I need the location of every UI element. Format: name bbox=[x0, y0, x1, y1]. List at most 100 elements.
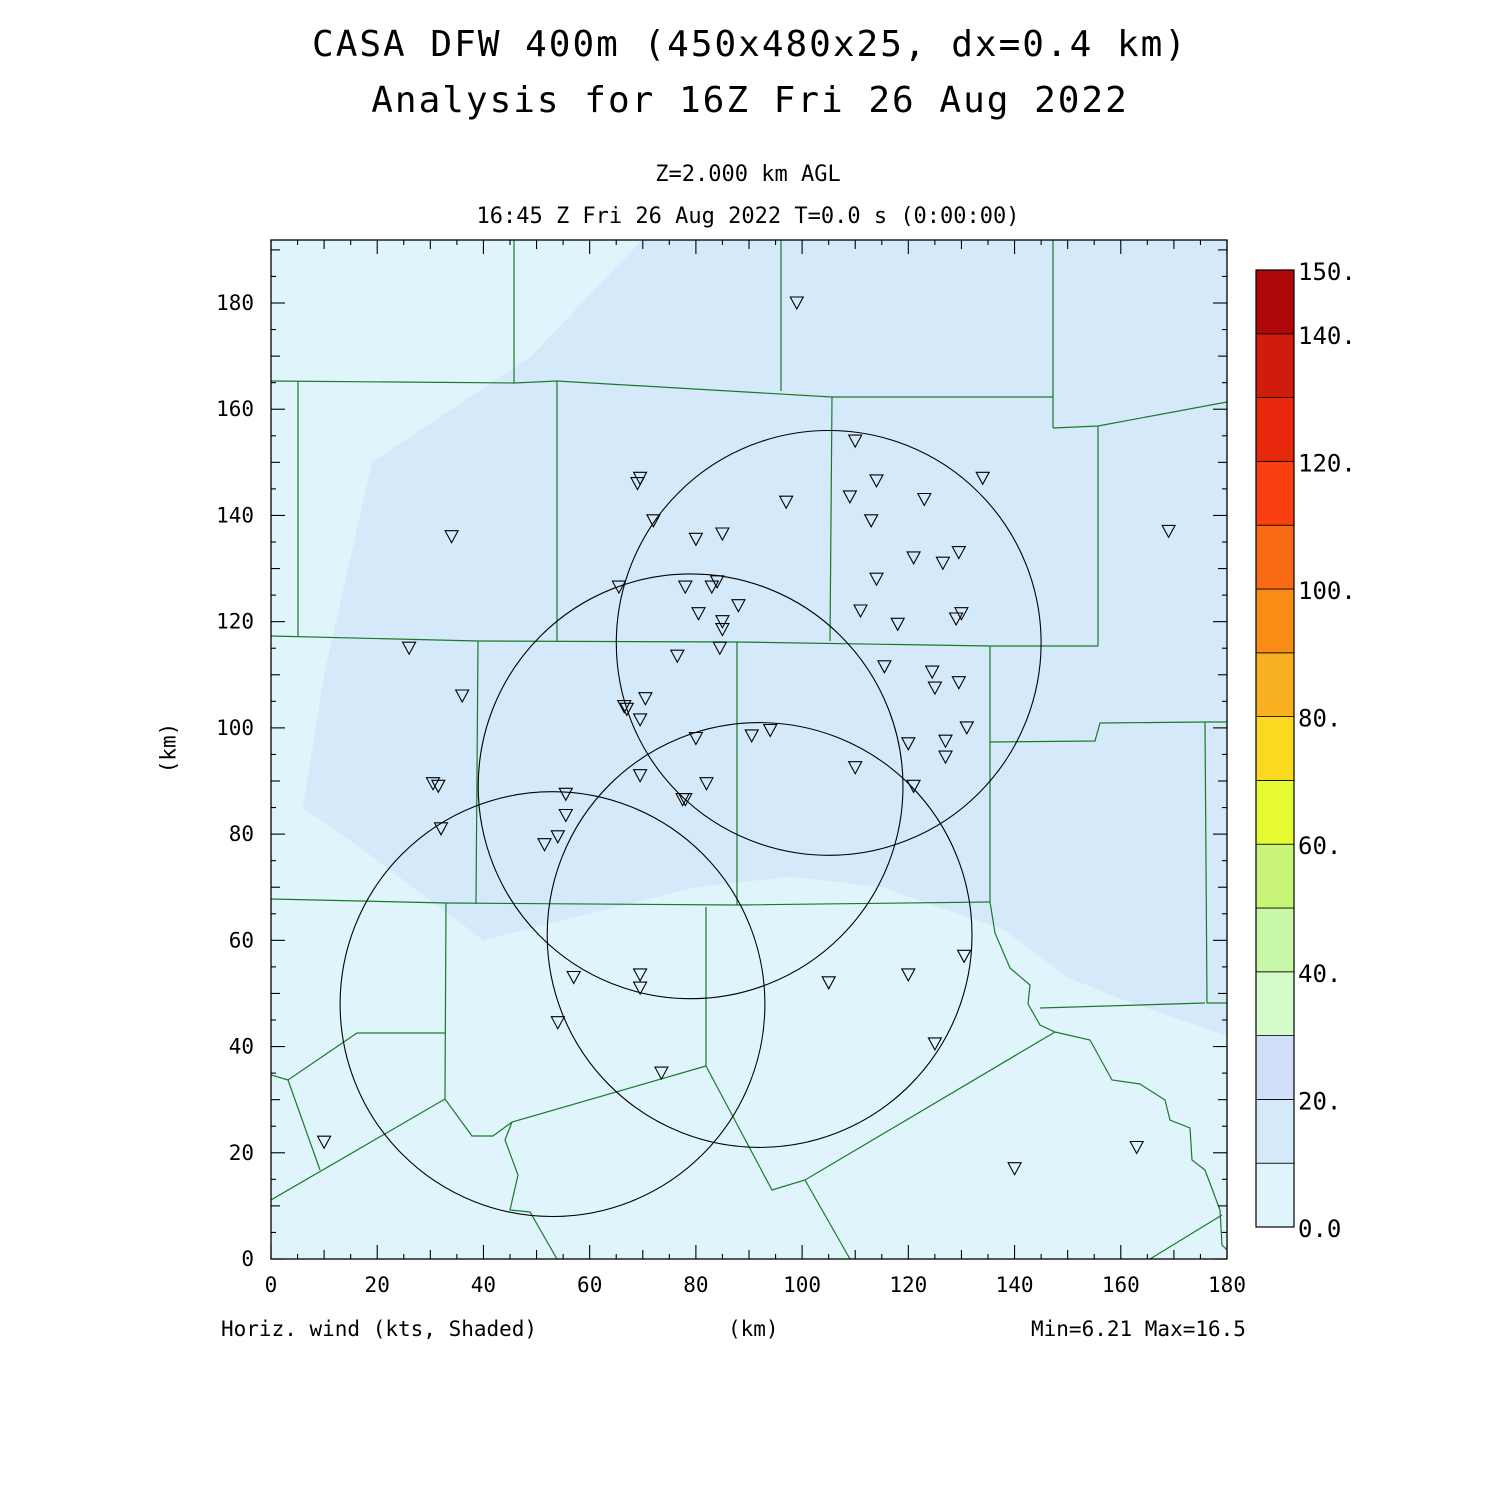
y-tick-label: 60 bbox=[229, 928, 254, 952]
station-marker bbox=[712, 641, 728, 656]
county-line-20 bbox=[271, 1032, 445, 1081]
colorbar-label: 0.0 bbox=[1298, 1215, 1341, 1243]
station-marker bbox=[444, 530, 460, 544]
station-marker bbox=[632, 981, 648, 996]
station-marker bbox=[938, 734, 953, 749]
county-line-21 bbox=[287, 1079, 321, 1171]
y-tick-label: 20 bbox=[229, 1141, 254, 1165]
station-marker bbox=[916, 492, 932, 507]
colorbar-bin-2 bbox=[1255, 1035, 1295, 1100]
colorbar-frame bbox=[1255, 269, 1295, 1228]
x-tick-label: 80 bbox=[683, 1273, 708, 1297]
colorbar-bin-7 bbox=[1255, 716, 1295, 781]
county-line-15 bbox=[271, 898, 991, 906]
colorbar-label: 120. bbox=[1298, 449, 1356, 477]
station-marker bbox=[677, 580, 693, 595]
station-marker bbox=[688, 731, 704, 746]
station-marker bbox=[699, 777, 714, 791]
x-tick-label: 140 bbox=[996, 1273, 1034, 1297]
colorbar-bin-4 bbox=[1255, 907, 1295, 973]
station-marker bbox=[959, 721, 975, 736]
station-marker bbox=[876, 660, 892, 674]
colorbar-bin-14 bbox=[1255, 269, 1295, 335]
county-line-18 bbox=[989, 901, 1227, 1251]
y-tick-label: 0 bbox=[241, 1247, 254, 1271]
colorbar-label: 40. bbox=[1298, 960, 1341, 988]
station-marker bbox=[669, 649, 685, 664]
y-tick-label: 40 bbox=[229, 1035, 254, 1059]
title-line-1: CASA DFW 400m (450x480x25, dx=0.4 km) bbox=[312, 24, 1188, 65]
station-marker bbox=[924, 665, 940, 680]
colorbar-label: 150. bbox=[1298, 258, 1356, 286]
station-marker bbox=[691, 607, 706, 621]
county-line-10 bbox=[475, 640, 479, 905]
colorbar-bin-9 bbox=[1255, 588, 1295, 654]
station-marker bbox=[616, 700, 632, 714]
county-line-19 bbox=[1039, 1002, 1206, 1009]
axis-tick-labels: 0 20 40 60 80 100 120 140 160 180 0 20 40 60 80 100 120 1… bbox=[216, 291, 1246, 1297]
field-label: Horiz. wind (kts, Shaded) bbox=[221, 1317, 538, 1341]
station-marker bbox=[927, 681, 943, 696]
station-marker bbox=[927, 1037, 943, 1052]
station-marker bbox=[611, 580, 627, 595]
colorbar-bin-5 bbox=[1255, 843, 1295, 909]
station-marker bbox=[906, 551, 922, 566]
county-line-22 bbox=[271, 1065, 707, 1201]
station-marker bbox=[762, 723, 778, 738]
station-marker bbox=[853, 604, 868, 619]
station-marker bbox=[730, 599, 746, 613]
station-marker bbox=[900, 737, 916, 751]
colorbar-label: 80. bbox=[1298, 705, 1341, 733]
county-line-14 bbox=[1204, 721, 1227, 1004]
station-marker bbox=[975, 471, 991, 486]
station-marker bbox=[637, 692, 653, 706]
station-marker bbox=[433, 822, 449, 836]
county-line-13 bbox=[989, 721, 1227, 743]
y-tick-label: 120 bbox=[216, 610, 254, 634]
station-marker bbox=[714, 623, 730, 637]
radar-range-ring-3 bbox=[546, 722, 973, 1148]
station-marker bbox=[948, 612, 964, 627]
station-marker bbox=[714, 527, 730, 542]
station-marker bbox=[704, 580, 720, 595]
station-marker bbox=[619, 702, 635, 717]
county-line-25 bbox=[804, 1179, 851, 1259]
station-marker bbox=[454, 689, 470, 704]
colorbar-label: 20. bbox=[1298, 1087, 1341, 1115]
x-tick-label: 180 bbox=[1208, 1273, 1246, 1297]
county-line-24 bbox=[705, 1031, 1056, 1191]
station-marker bbox=[558, 808, 574, 823]
x-tick-label: 0 bbox=[265, 1273, 278, 1297]
colorbar-bin-12 bbox=[1255, 397, 1295, 462]
station-marker bbox=[847, 434, 863, 449]
colorbar-label: 140. bbox=[1298, 322, 1356, 350]
station-marker bbox=[566, 970, 582, 985]
station-marker bbox=[956, 949, 972, 964]
station-marker bbox=[935, 556, 951, 571]
station-marker bbox=[688, 532, 704, 547]
colorbar-bin-0 bbox=[1255, 1162, 1295, 1228]
station-marker bbox=[869, 572, 884, 587]
station-marker bbox=[863, 514, 879, 528]
colorbar bbox=[1255, 269, 1295, 1228]
x-axis-label: (km) bbox=[728, 1317, 779, 1341]
station-marker bbox=[630, 477, 645, 491]
valid-time-label: 16:45 Z Fri 26 Aug 2022 T=0.0 s (0:00:00… bbox=[476, 204, 1020, 229]
station-marker bbox=[653, 1066, 669, 1081]
station-marker bbox=[537, 838, 552, 852]
station-marker bbox=[558, 787, 574, 802]
radar-range-rings bbox=[339, 429, 1042, 1218]
station-marker bbox=[1161, 524, 1177, 539]
y-tick-label: 180 bbox=[216, 291, 254, 315]
station-marker bbox=[778, 495, 794, 510]
y-tick-label: 100 bbox=[216, 716, 254, 740]
colorbar-bin-13 bbox=[1255, 333, 1295, 398]
station-marker bbox=[632, 769, 648, 783]
station-marker bbox=[951, 676, 967, 690]
station-marker bbox=[316, 1135, 332, 1150]
station-marker bbox=[550, 1016, 566, 1030]
colorbar-bin-8 bbox=[1255, 652, 1295, 717]
county-boundaries bbox=[271, 240, 1227, 1259]
county-line-26 bbox=[1149, 1214, 1223, 1259]
